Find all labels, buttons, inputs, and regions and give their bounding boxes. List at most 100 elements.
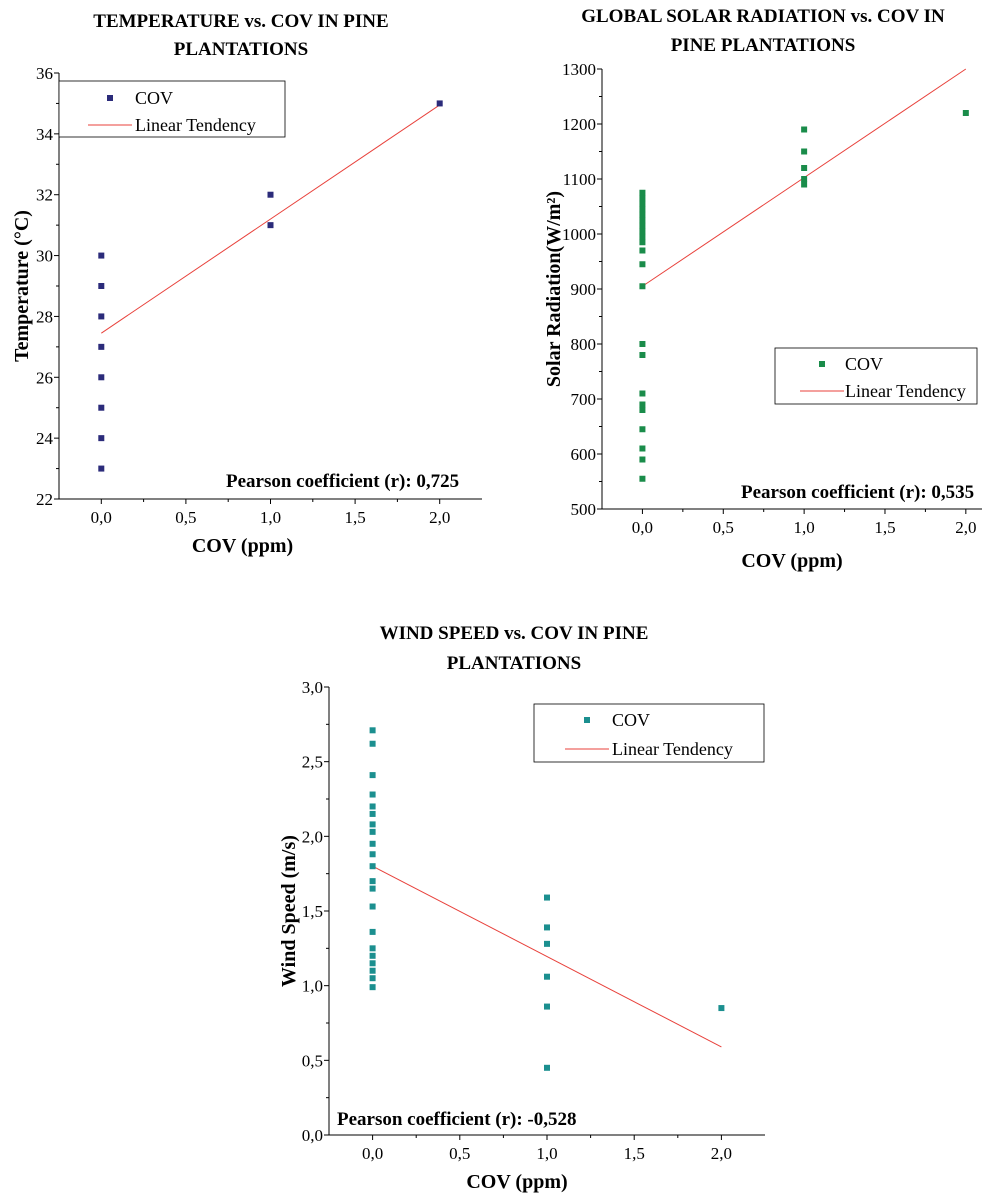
x-tick-label: 1,5 <box>874 518 895 537</box>
x-tick-label: 2,0 <box>711 1144 732 1163</box>
legend-label-cov: COV <box>612 710 650 730</box>
x-tick-label: 1,0 <box>260 508 281 527</box>
data-point <box>369 885 376 892</box>
data-point <box>639 206 646 213</box>
chart-title-line: PLANTATIONS <box>447 653 581 674</box>
y-axis-label: Temperature (°C) <box>11 210 33 362</box>
data-point <box>801 176 808 182</box>
y-tick-label: 24 <box>36 429 54 448</box>
data-point <box>369 740 376 747</box>
data-point <box>369 791 376 798</box>
x-axis-label: COV (ppm) <box>466 1171 567 1193</box>
data-point <box>639 341 646 347</box>
legend-label-trend: Linear Tendency <box>612 739 733 759</box>
x-tick-label: 0,5 <box>175 508 196 527</box>
data-point <box>544 894 550 901</box>
legend-label-trend: Linear Tendency <box>135 115 256 135</box>
data-point <box>369 878 376 885</box>
legend-label-trend: Linear Tendency <box>845 381 966 401</box>
data-point <box>639 228 646 235</box>
data-point <box>639 352 646 358</box>
linear-tendency-line <box>372 865 722 1048</box>
y-axis-label: Wind Speed (m/s) <box>278 835 300 987</box>
data-point <box>369 851 376 858</box>
chart-title-line: PLANTATIONS <box>174 39 308 60</box>
data-point <box>98 343 105 350</box>
data-point <box>98 404 105 411</box>
data-point <box>639 195 646 202</box>
chart-title-line: TEMPERATURE vs. COV IN PINE <box>93 11 388 32</box>
data-point <box>98 252 105 259</box>
y-axis-label: Solar Radiation(W/m²) <box>543 191 565 387</box>
y-tick-label: 0,5 <box>302 1051 323 1070</box>
data-point <box>369 928 376 935</box>
data-point <box>369 810 376 817</box>
chart-title-line: WIND SPEED vs. COV IN PINE <box>380 623 649 644</box>
data-point <box>639 217 646 224</box>
data-point <box>639 390 646 397</box>
chart-title-line: PINE PLANTATIONS <box>671 35 856 56</box>
data-point <box>639 247 646 254</box>
data-point <box>267 222 274 229</box>
data-point <box>369 984 376 991</box>
data-point <box>544 1064 550 1071</box>
y-tick-label: 2,5 <box>302 753 323 772</box>
data-point <box>369 840 376 847</box>
y-tick-label: 800 <box>571 335 597 354</box>
legend-marker <box>107 95 113 101</box>
y-tick-label: 3,0 <box>302 678 323 697</box>
data-point <box>639 401 646 408</box>
y-tick-label: 22 <box>36 490 53 509</box>
data-point <box>369 772 376 779</box>
y-tick-label: 900 <box>571 280 597 299</box>
data-point <box>98 465 105 472</box>
data-point <box>801 181 808 188</box>
data-point <box>98 374 105 381</box>
x-tick-label: 1,0 <box>536 1144 557 1163</box>
linear-tendency-line <box>101 104 440 334</box>
y-tick-label: 1200 <box>562 115 596 134</box>
x-axis-label: COV (ppm) <box>192 535 293 557</box>
y-tick-label: 32 <box>36 186 53 205</box>
chart-title-line: GLOBAL SOLAR RADIATION vs. COV IN <box>581 6 945 27</box>
data-point <box>98 283 105 289</box>
x-tick-label: 0,5 <box>713 518 734 537</box>
y-tick-label: 1300 <box>562 60 596 79</box>
data-point <box>639 200 646 207</box>
y-tick-label: 600 <box>571 445 597 464</box>
y-tick-label: 2,0 <box>302 827 323 846</box>
data-point <box>801 148 808 155</box>
data-point <box>639 456 646 463</box>
y-tick-label: 700 <box>571 390 597 409</box>
data-point <box>544 973 550 980</box>
data-point <box>639 261 646 268</box>
data-point <box>639 189 646 196</box>
data-point <box>639 222 646 229</box>
data-point <box>369 960 376 967</box>
data-point <box>369 975 376 982</box>
data-point <box>369 803 376 810</box>
legend-label-cov: COV <box>135 88 173 108</box>
legend-box <box>58 80 286 138</box>
y-tick-label: 1000 <box>562 225 596 244</box>
data-point <box>962 110 969 116</box>
legend-marker <box>584 717 590 723</box>
data-point <box>436 100 443 107</box>
x-tick-label: 0,0 <box>632 518 653 537</box>
x-tick-label: 0,0 <box>362 1144 383 1163</box>
y-tick-label: 1,5 <box>302 902 323 921</box>
y-tick-label: 1,0 <box>302 977 323 996</box>
x-tick-label: 1,5 <box>344 508 365 527</box>
y-tick-label: 30 <box>36 247 53 266</box>
data-point <box>369 727 376 734</box>
data-point <box>718 1005 725 1012</box>
x-tick-label: 2,0 <box>429 508 450 527</box>
data-point <box>369 967 376 974</box>
data-point <box>639 475 646 482</box>
y-tick-label: 34 <box>36 125 54 144</box>
data-point <box>639 239 646 246</box>
y-tick-label: 500 <box>571 500 597 519</box>
data-point <box>639 445 646 452</box>
data-point <box>639 233 646 240</box>
